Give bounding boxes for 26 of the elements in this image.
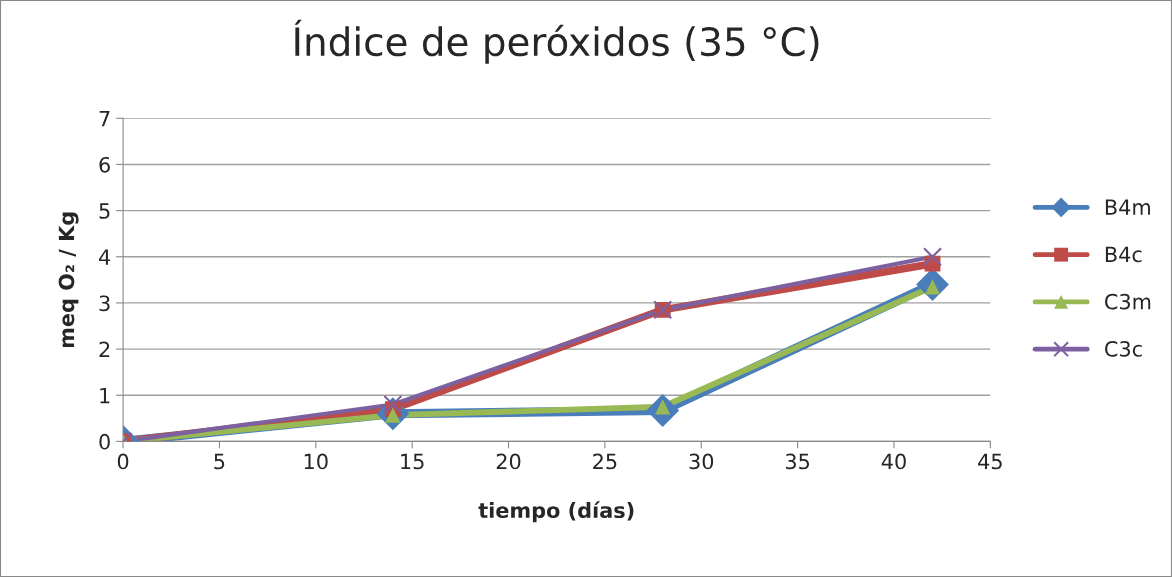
x-tick-label: 20 (496, 453, 521, 470)
x-tick-label: 40 (881, 453, 906, 470)
y-axis-title: meq O₂ / Kg (58, 212, 79, 348)
y-tick-label: 0 (99, 433, 110, 450)
y-tick-label: 6 (99, 156, 110, 173)
x-tick-label: 0 (117, 453, 129, 470)
x-tick-label: 45 (978, 453, 1002, 470)
y-tick-label: 3 (99, 295, 110, 312)
y-tick-label: 2 (99, 341, 110, 357)
x-tick-label: 15 (401, 453, 424, 470)
x-tick-label: 10 (304, 453, 328, 470)
x-tick-label: 25 (593, 453, 617, 470)
x-tick-label: 5 (214, 453, 225, 470)
chart-title: Índice de peróxidos (35 °C) (294, 19, 819, 64)
legend-label: C3m (1105, 293, 1151, 310)
y-tick-label: 5 (99, 203, 110, 219)
y-tick-label: 7 (99, 111, 110, 127)
legend-label: B4m (1105, 199, 1150, 215)
x-axis-title: tiempo (días) (478, 501, 634, 523)
point (922, 247, 943, 267)
y-tick-label: 1 (100, 387, 110, 404)
legend-label: C3c (1105, 341, 1142, 357)
x-tick-label: 30 (689, 453, 714, 470)
x-tick-label: 35 (785, 453, 810, 470)
legend-label: B4c (1105, 246, 1142, 263)
y-tick-label: 4 (99, 249, 111, 265)
